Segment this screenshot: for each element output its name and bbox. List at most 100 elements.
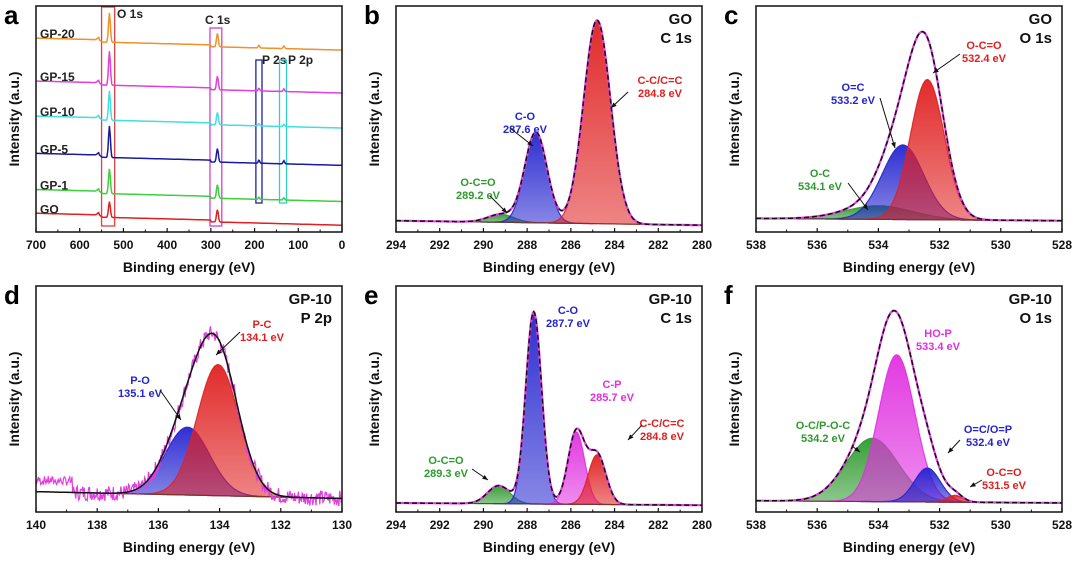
x-tick-label: 400: [157, 238, 177, 252]
x-tick-label: 282: [648, 238, 668, 252]
plot-frame: [395, 5, 703, 233]
peak-energy-label: 134.1 eV: [240, 332, 285, 344]
x-axis-label: Binding energy (eV): [123, 539, 255, 555]
x-tick-label: 282: [648, 518, 668, 532]
arrow-icon: [159, 389, 182, 421]
panel-d: d Intensity (a.u.) Binding energy (eV) 140 1…: [0, 280, 360, 560]
arrow-icon: [847, 182, 869, 211]
chart-f: f Intensity (a.u.) Binding energy (eV) 538 5…: [724, 280, 1072, 555]
peak-label: O-C: [810, 168, 830, 180]
x-axis-label: Binding energy (eV): [483, 259, 615, 275]
x-tick-label: 292: [430, 518, 450, 532]
series-label: GO: [40, 202, 59, 216]
x-tick-label: 132: [271, 518, 291, 532]
peak-label: C-P: [603, 379, 622, 391]
region-box: [278, 59, 288, 204]
chart-e: e Intensity (a.u.) Binding energy (eV) 294 2…: [364, 280, 712, 555]
arrowhead-icon: [527, 140, 533, 146]
x-tick-label: 294: [386, 518, 406, 532]
raw-spectrum: [35, 326, 343, 507]
x-axis-label: Binding energy (eV): [843, 259, 975, 275]
series-label: GP-5: [40, 142, 68, 156]
x-tick-label: 100: [288, 238, 308, 252]
x-tick-label: 528: [1052, 518, 1072, 532]
x-tick-label: 290: [473, 238, 493, 252]
x-tick-label: 500: [113, 238, 133, 252]
x-axis-label: Binding energy (eV): [483, 539, 615, 555]
x-tick-label: 534: [868, 518, 888, 532]
plot-frame: [35, 285, 343, 513]
panel-title: GP-10: [289, 291, 332, 308]
x-axis-label: Binding energy (eV): [843, 539, 975, 555]
x-tick-label: 288: [517, 518, 537, 532]
arrowhead-icon: [216, 349, 222, 355]
panel-title: P 2p: [301, 310, 332, 327]
peak-label: C-C/C=C: [638, 75, 683, 87]
x-tick-label: 536: [807, 238, 827, 252]
plot-frame: [35, 5, 343, 233]
region-label: P 2s: [262, 53, 287, 67]
peak-label: C-O: [515, 111, 536, 123]
series-line-GP-15: [35, 51, 342, 94]
region-box: [100, 6, 116, 227]
series-label: GP-1: [40, 179, 68, 193]
chart-d: d Intensity (a.u.) Binding energy (eV) 140 1…: [4, 280, 352, 555]
fitted-envelope: [756, 309, 1062, 504]
peak-energy-label: 533.4 eV: [916, 341, 961, 353]
peak-energy-label: 289.3 eV: [424, 468, 469, 480]
arrowhead-icon: [948, 447, 954, 453]
x-tick-label: 536: [807, 518, 827, 532]
plot-frame: [755, 5, 1063, 233]
peak-energy-label: 533.2 eV: [831, 95, 876, 107]
panel-a: a Intensity (a.u.) Binding energy (eV) 700 6…: [0, 0, 360, 280]
panel-title: GP-10: [649, 291, 692, 308]
series-line-GP-20: [36, 12, 342, 51]
peak-energy-label: 285.7 eV: [590, 392, 635, 404]
x-tick-label: 300: [201, 238, 221, 252]
peak-energy-label: 284.8 eV: [638, 88, 683, 100]
peak-C-O: [493, 310, 575, 505]
panel-title: C 1s: [660, 310, 692, 327]
x-tick-label: 530: [991, 518, 1011, 532]
arrowhead-icon: [854, 446, 860, 452]
panel-title: O 1s: [1019, 310, 1052, 327]
plot-frame: [395, 285, 703, 513]
peak-label: O-C=O: [460, 177, 496, 189]
peak-label: O=C: [842, 82, 865, 94]
x-tick-label: 528: [1052, 238, 1072, 252]
arrowhead-icon: [862, 204, 868, 210]
series-label: GP-20: [40, 27, 75, 41]
panel-f: f Intensity (a.u.) Binding energy (eV) 538 5…: [720, 280, 1080, 560]
x-tick-label: 140: [26, 518, 46, 532]
peak-energy-label: 534.2 eV: [801, 433, 846, 445]
x-tick-label: 538: [746, 238, 766, 252]
x-tick-label: 284: [605, 238, 625, 252]
x-tick-label: 532: [930, 518, 950, 532]
panel-title: C 1s: [660, 30, 692, 47]
peak-energy-label: 284.8 eV: [640, 431, 685, 443]
peak-label: HO-P: [924, 328, 952, 340]
series-line-GP-10: [36, 90, 342, 129]
x-tick-label: 534: [868, 238, 888, 252]
fitted-envelope: [36, 332, 342, 500]
panel-letter: c: [724, 0, 738, 30]
arrowhead-icon: [501, 207, 507, 213]
chart-b: b Intensity (a.u.) Binding energy (eV) 294 2…: [364, 0, 712, 275]
panel-b: b Intensity (a.u.) Binding energy (eV) 294 2…: [360, 0, 720, 280]
fitted-envelope: [396, 19, 702, 226]
peak-label: C-C/C=C: [640, 418, 685, 430]
peak-energy-label: 289.2 eV: [456, 190, 501, 202]
x-tick-label: 136: [148, 518, 168, 532]
y-axis-label: Intensity (a.u.): [726, 72, 742, 167]
arrowhead-icon: [175, 414, 181, 420]
arrowhead-icon: [933, 67, 939, 73]
arrowhead-icon: [891, 142, 896, 148]
x-tick-label: 294: [386, 238, 406, 252]
arrowhead-icon: [970, 482, 976, 487]
series-line-GP-1: [36, 168, 342, 203]
y-axis-label: Intensity (a.u.): [6, 352, 22, 447]
region-box: [255, 59, 263, 204]
region-label: O 1s: [117, 7, 143, 21]
chart-c: c Intensity (a.u.) Binding energy (eV) 538 5…: [724, 0, 1072, 275]
peak-label: O-C=O: [966, 40, 1002, 52]
